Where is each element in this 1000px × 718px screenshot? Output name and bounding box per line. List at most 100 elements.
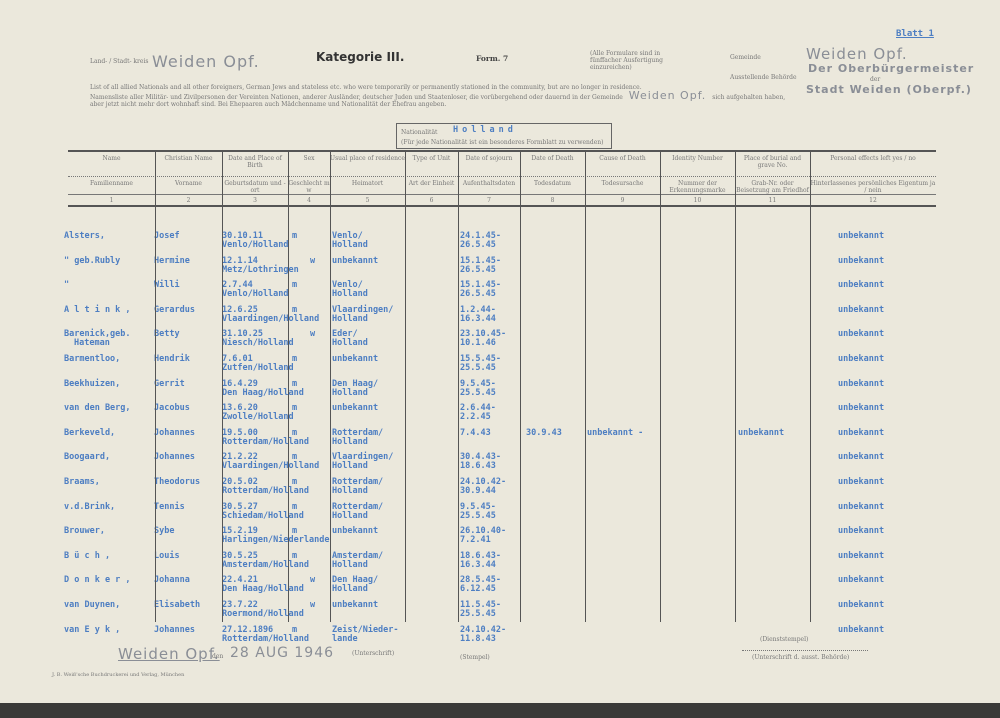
birth-place: Den Haag/Holland	[222, 387, 304, 398]
table-row: Boogaard, Johannes 21.2.22 Vlaardingen/Holl…	[64, 452, 936, 477]
birth-date: 7.6.01	[222, 354, 253, 364]
column-divider	[810, 152, 811, 622]
personal-effects: unbekannt	[838, 600, 885, 610]
column-header-no: 12	[869, 197, 877, 204]
blatt-number: Blatt 1	[896, 29, 934, 39]
birth-date: 27.12.1896	[222, 624, 274, 635]
sojourn-end: 26.5.45	[460, 264, 496, 275]
land-stadt-label: Land- / Stadt- kreis	[90, 58, 149, 65]
sojourn-start: 9.5.45-	[460, 501, 496, 512]
birth-place: Harlingen/Niederlande	[222, 535, 330, 546]
column-header-no: 6	[429, 197, 434, 204]
gemeinde-label: Gemeinde	[730, 54, 761, 61]
family-name: Beekhuizen,	[64, 378, 121, 389]
table-row: Alsters, Josef 30.10.11 Venlo/Holland m Venlo…	[64, 231, 936, 256]
residence: Den Haag/	[332, 378, 379, 389]
column-header-en: Identity Number	[672, 155, 723, 162]
personal-effects: unbekannt	[838, 624, 885, 635]
birth-place: Zutfen/Holland	[222, 363, 294, 373]
residence: Venlo/	[332, 280, 363, 291]
table-row: B ü c h , Louis 30.5.25 Amsterdam/Holland m A…	[64, 550, 936, 576]
column-header-no: 2	[186, 197, 191, 204]
column-divider	[585, 152, 586, 622]
table-row: Braams, Theodorus 20.5.02 Rotterdam/Holland…	[64, 477, 936, 502]
column-header-no: 10	[693, 197, 702, 204]
sojourn-end: 25.5.45	[460, 387, 496, 398]
table-row: " geb.Rubly Hermine 12.1.14 Metz/Lothringen…	[64, 255, 936, 281]
column-header-de: Vorname	[175, 180, 202, 187]
sex: m	[292, 427, 298, 438]
column-divider	[458, 152, 459, 622]
first-name: Elisabeth	[154, 600, 201, 610]
family-name: D o n k e r ,	[64, 575, 131, 586]
sojourn-start: 2.6.44-	[460, 403, 496, 414]
birth-date: 22.4.21	[222, 575, 258, 586]
first-name: Gerardus	[154, 304, 195, 315]
nationality-box: Nationalität Holland (Für jede Nationali…	[396, 123, 612, 149]
dienststempel-label: (Dienststempel)	[760, 636, 809, 643]
personal-effects: unbekannt	[838, 526, 885, 537]
column-header-de: Geburtsdatum und -ort	[224, 180, 286, 194]
column-header-de: Familienname	[90, 180, 133, 187]
column-header-en: Cause of Death	[599, 155, 646, 162]
birth-date: 15.2.19	[222, 526, 258, 537]
family-name: A l t i n k ,	[64, 304, 131, 315]
sojourn-start: 23.10.45-	[460, 329, 507, 340]
sex: w	[310, 255, 316, 266]
page-title: Kategorie III.	[316, 50, 405, 64]
birth-date: 21.2.22	[222, 452, 258, 463]
birth-place: Venlo/Holland	[222, 240, 289, 250]
personal-effects: unbekannt	[838, 550, 885, 561]
residence: unbekannt	[332, 526, 379, 537]
sojourn-end: 16.3.44	[460, 313, 496, 324]
nationality-note: (Für jede Nationalität ist ein besondere…	[401, 139, 604, 146]
footer-den: den	[212, 653, 224, 660]
first-name: Louis	[154, 550, 180, 561]
birth-place: Den Haag/Holland	[222, 584, 304, 595]
column-header-de: Geschlecht m w	[288, 180, 330, 194]
first-name: Johannes	[154, 452, 195, 463]
residence: unbekannt	[332, 354, 379, 364]
column-header-de: Todesursache	[601, 180, 644, 187]
personal-effects: unbekannt	[838, 304, 885, 315]
column-header-de: Todesdatum	[533, 180, 571, 187]
printer-note: J. B. Weiß'sche Buchdruckerei und Verlag…	[52, 672, 185, 678]
residence: Rotterdam/	[332, 477, 384, 487]
birth-date: 30.5.25	[222, 550, 258, 561]
sojourn-start: 18.6.43-	[460, 550, 501, 561]
behoerde-stamp-2: Stadt Weiden (Oberpf.)	[806, 83, 972, 96]
sojourn-start: 7.4.43	[460, 427, 491, 438]
column-header-en: Christian Name	[164, 155, 213, 162]
first-name: Johannes	[154, 427, 195, 438]
birth-place: Roermond/Holland	[222, 609, 304, 619]
personal-effects: unbekannt	[838, 231, 885, 241]
cause-of-death: unbekannt -	[587, 427, 644, 438]
table-row: van E y k , Johannes 27.12.1896 Rotterdam/H…	[64, 624, 936, 650]
family-name: " geb.Rubly	[64, 255, 121, 266]
column-header-en: Sex	[303, 155, 315, 162]
family-name: van E y k ,	[64, 624, 121, 635]
sojourn-start: 9.5.45-	[460, 378, 496, 389]
birth-date: 31.10.25	[222, 329, 263, 340]
residence: Den Haag/	[332, 575, 379, 586]
column-divider	[288, 152, 289, 622]
kreis-value: Weiden Opf.	[152, 52, 260, 71]
personal-effects: unbekannt	[838, 378, 885, 389]
sojourn-end: 16.3.44	[460, 559, 496, 570]
sex: m	[292, 477, 298, 487]
family-name: Boogaard,	[64, 452, 111, 463]
column-header-en: Date of sojourn	[465, 155, 513, 162]
birth-place: Rotterdam/Holland	[222, 486, 309, 496]
sojourn-start: 24.10.42-	[460, 624, 507, 635]
sojourn-start: 15.1.45-	[460, 255, 501, 266]
birth-date: 19.5.00	[222, 427, 258, 438]
residence-2: Holland	[332, 387, 368, 398]
first-name: Hendrik	[154, 354, 190, 364]
nationality-label: Nationalität	[401, 129, 438, 136]
family-name: v.d.Brink,	[64, 501, 116, 512]
birth-date: 30.10.11	[222, 231, 263, 241]
sex: m	[292, 526, 298, 537]
first-name: Johannes	[154, 624, 195, 635]
personal-effects: unbekannt	[838, 354, 885, 364]
